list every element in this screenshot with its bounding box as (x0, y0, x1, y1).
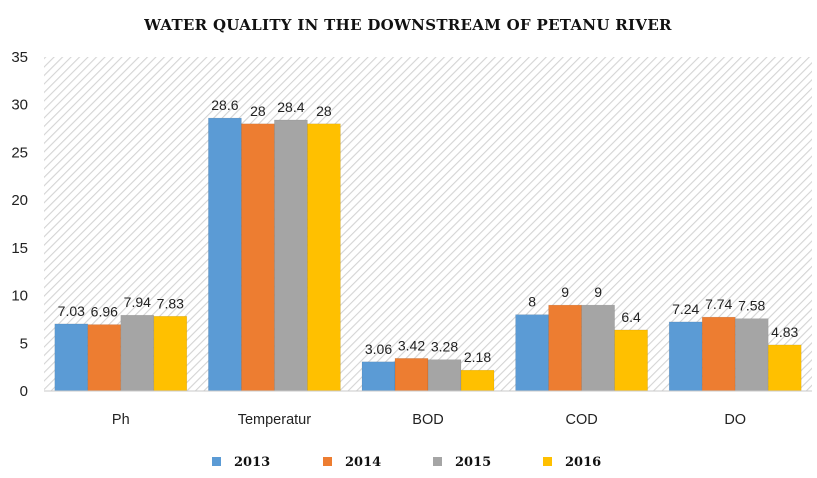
x-axis: Ph Temperatur BOD COD DO (44, 390, 812, 428)
data-label: 6.96 (91, 304, 118, 320)
data-label: 7.83 (157, 295, 184, 311)
x-tick-label: BOD (412, 412, 443, 428)
bar (515, 314, 549, 392)
data-label: 9 (561, 284, 569, 300)
data-label: 28 (250, 103, 266, 119)
bar (153, 315, 188, 392)
bar (361, 361, 396, 392)
data-label: 7.94 (124, 294, 151, 310)
x-tick-label: Temperatur (238, 412, 312, 428)
data-label: 4.83 (771, 324, 798, 340)
data-label: 7.58 (738, 298, 765, 314)
bar (614, 329, 648, 392)
data-label: 28.4 (277, 99, 304, 115)
y-tick-label: 5 (20, 335, 28, 352)
bar (208, 117, 242, 392)
y-tick-label: 35 (11, 49, 28, 66)
bar (241, 123, 275, 392)
bar (734, 318, 769, 392)
legend-swatch (323, 457, 332, 466)
legend-label: 2013 (234, 455, 270, 470)
data-label: 6.4 (621, 309, 641, 325)
bars: 7.03 6.96 7.94 7.83 28.6 28 28.4 28 3.06 3.42 3.28… (54, 97, 802, 392)
data-label: 3.42 (398, 337, 425, 353)
bar (668, 321, 703, 392)
bar (54, 323, 89, 392)
y-axis: 0 5 10 15 20 25 30 35 (11, 49, 28, 400)
data-label: 28.6 (211, 97, 238, 113)
x-tick-label: Ph (112, 412, 130, 428)
data-label: 2.18 (464, 349, 491, 365)
data-label: 7.24 (672, 301, 699, 317)
bar (394, 358, 429, 392)
y-tick-label: 30 (11, 97, 28, 114)
data-label: 3.28 (431, 339, 458, 355)
bar (427, 359, 462, 392)
bar (87, 324, 122, 392)
legend: 2013 2014 2015 2016 (212, 455, 601, 470)
chart-title: WATER QUALITY IN THE DOWNSTREAM OF PETAN… (143, 16, 672, 34)
data-label: 9 (594, 284, 602, 300)
legend-label: 2014 (345, 455, 381, 470)
legend-swatch (212, 457, 221, 466)
bar (548, 304, 582, 392)
legend-swatch (543, 457, 552, 466)
legend-label: 2015 (455, 455, 491, 470)
y-tick-label: 20 (11, 192, 28, 209)
x-tick-label: DO (724, 412, 746, 428)
data-label: 7.03 (58, 303, 85, 319)
y-tick-label: 15 (11, 240, 28, 257)
legend-label: 2016 (565, 455, 601, 470)
bar (307, 123, 341, 392)
bar (274, 119, 308, 392)
bar (767, 344, 802, 392)
y-tick-label: 10 (11, 288, 28, 305)
bar (581, 304, 615, 392)
data-label: 28 (316, 103, 332, 119)
data-label: 3.06 (365, 341, 392, 357)
x-tick-label: COD (565, 412, 597, 428)
bar (701, 316, 736, 392)
bar (120, 314, 155, 392)
legend-swatch (433, 457, 442, 466)
y-tick-label: 0 (20, 383, 28, 400)
data-label: 7.74 (705, 296, 732, 312)
bar (460, 369, 495, 392)
data-label: 8 (528, 294, 536, 310)
y-tick-label: 25 (11, 144, 28, 161)
